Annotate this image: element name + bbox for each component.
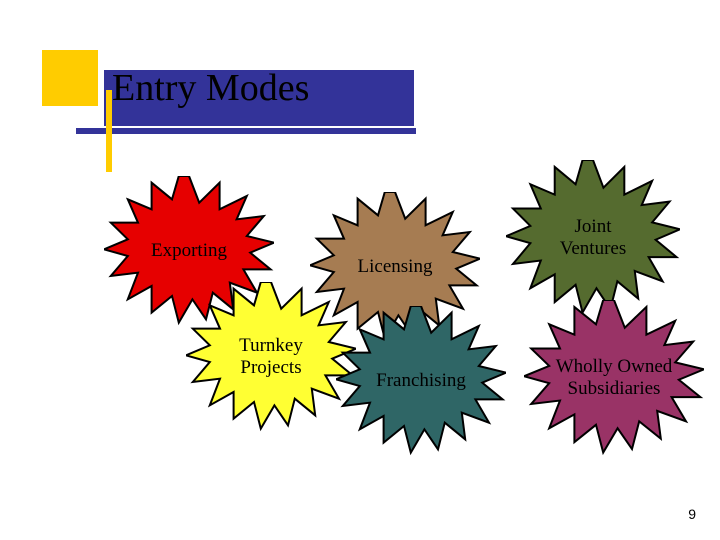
burst-label-joint: Joint Ventures <box>560 216 626 260</box>
burst-label-licensing: Licensing <box>358 256 433 278</box>
burst-label-wholly: Wholly Owned Subsidiaries <box>556 356 673 400</box>
accent-underline <box>76 128 416 134</box>
burst-label-franchising: Franchising <box>376 370 466 392</box>
bullet-dot <box>106 154 112 160</box>
bullet-dot <box>106 164 112 170</box>
burst-franchising: Franchising <box>336 306 506 456</box>
page-title: Entry Modes <box>112 66 309 110</box>
accent-square <box>42 50 98 106</box>
burst-wholly: Wholly Owned Subsidiaries <box>524 300 704 456</box>
page-number: 9 <box>688 506 696 522</box>
burst-joint: Joint Ventures <box>506 160 680 316</box>
burst-label-turnkey: Turnkey Projects <box>239 335 303 379</box>
burst-turnkey: Turnkey Projects <box>186 282 356 432</box>
slide: { "title": "Entry Modes", "page_number":… <box>0 0 720 540</box>
burst-label-exporting: Exporting <box>151 240 227 262</box>
